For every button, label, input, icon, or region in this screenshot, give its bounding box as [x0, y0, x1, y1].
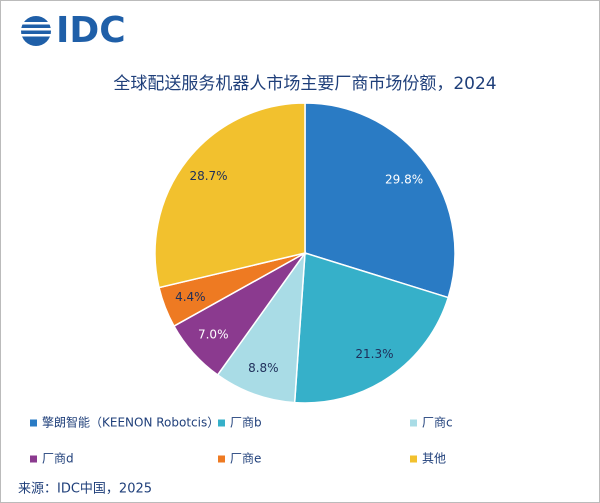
- legend-swatch: [218, 455, 225, 463]
- legend-swatch: [218, 419, 225, 427]
- legend-label: 厂商c: [422, 415, 453, 430]
- data-label: 29.8%: [385, 173, 423, 187]
- legend-swatch: [410, 419, 417, 427]
- data-label: 8.8%: [248, 361, 279, 375]
- legend-swatch: [30, 455, 37, 463]
- data-label: 28.7%: [189, 169, 227, 183]
- chart-title: 全球配送服务机器人市场主要厂商市场份额，2024: [113, 74, 496, 94]
- logo-text: IDC: [56, 10, 126, 51]
- legend-label: 厂商b: [230, 415, 262, 430]
- legend-swatch: [30, 419, 37, 427]
- legend-swatch: [410, 455, 417, 463]
- legend-label: 厂商d: [42, 451, 74, 466]
- legend-label: 擎朗智能（KEENON Robotcis）: [42, 415, 219, 430]
- source: 来源：IDC中国，2025: [18, 482, 152, 497]
- legend-label: 厂商e: [230, 451, 261, 466]
- pie-slice: [216, 250, 306, 404]
- pie-slice: [293, 252, 450, 404]
- legend-label: 其他: [422, 452, 446, 466]
- pie-slice: [154, 102, 306, 289]
- data-label: 7.0%: [198, 327, 229, 341]
- data-label: 21.3%: [355, 347, 393, 361]
- logo-icon: [20, 16, 52, 46]
- data-label: 4.4%: [175, 290, 206, 304]
- pie-slice: [304, 102, 456, 299]
